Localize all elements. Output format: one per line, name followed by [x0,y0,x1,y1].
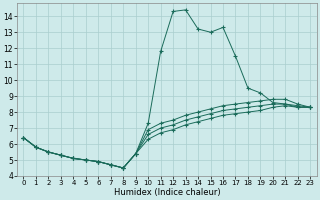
X-axis label: Humidex (Indice chaleur): Humidex (Indice chaleur) [114,188,220,197]
